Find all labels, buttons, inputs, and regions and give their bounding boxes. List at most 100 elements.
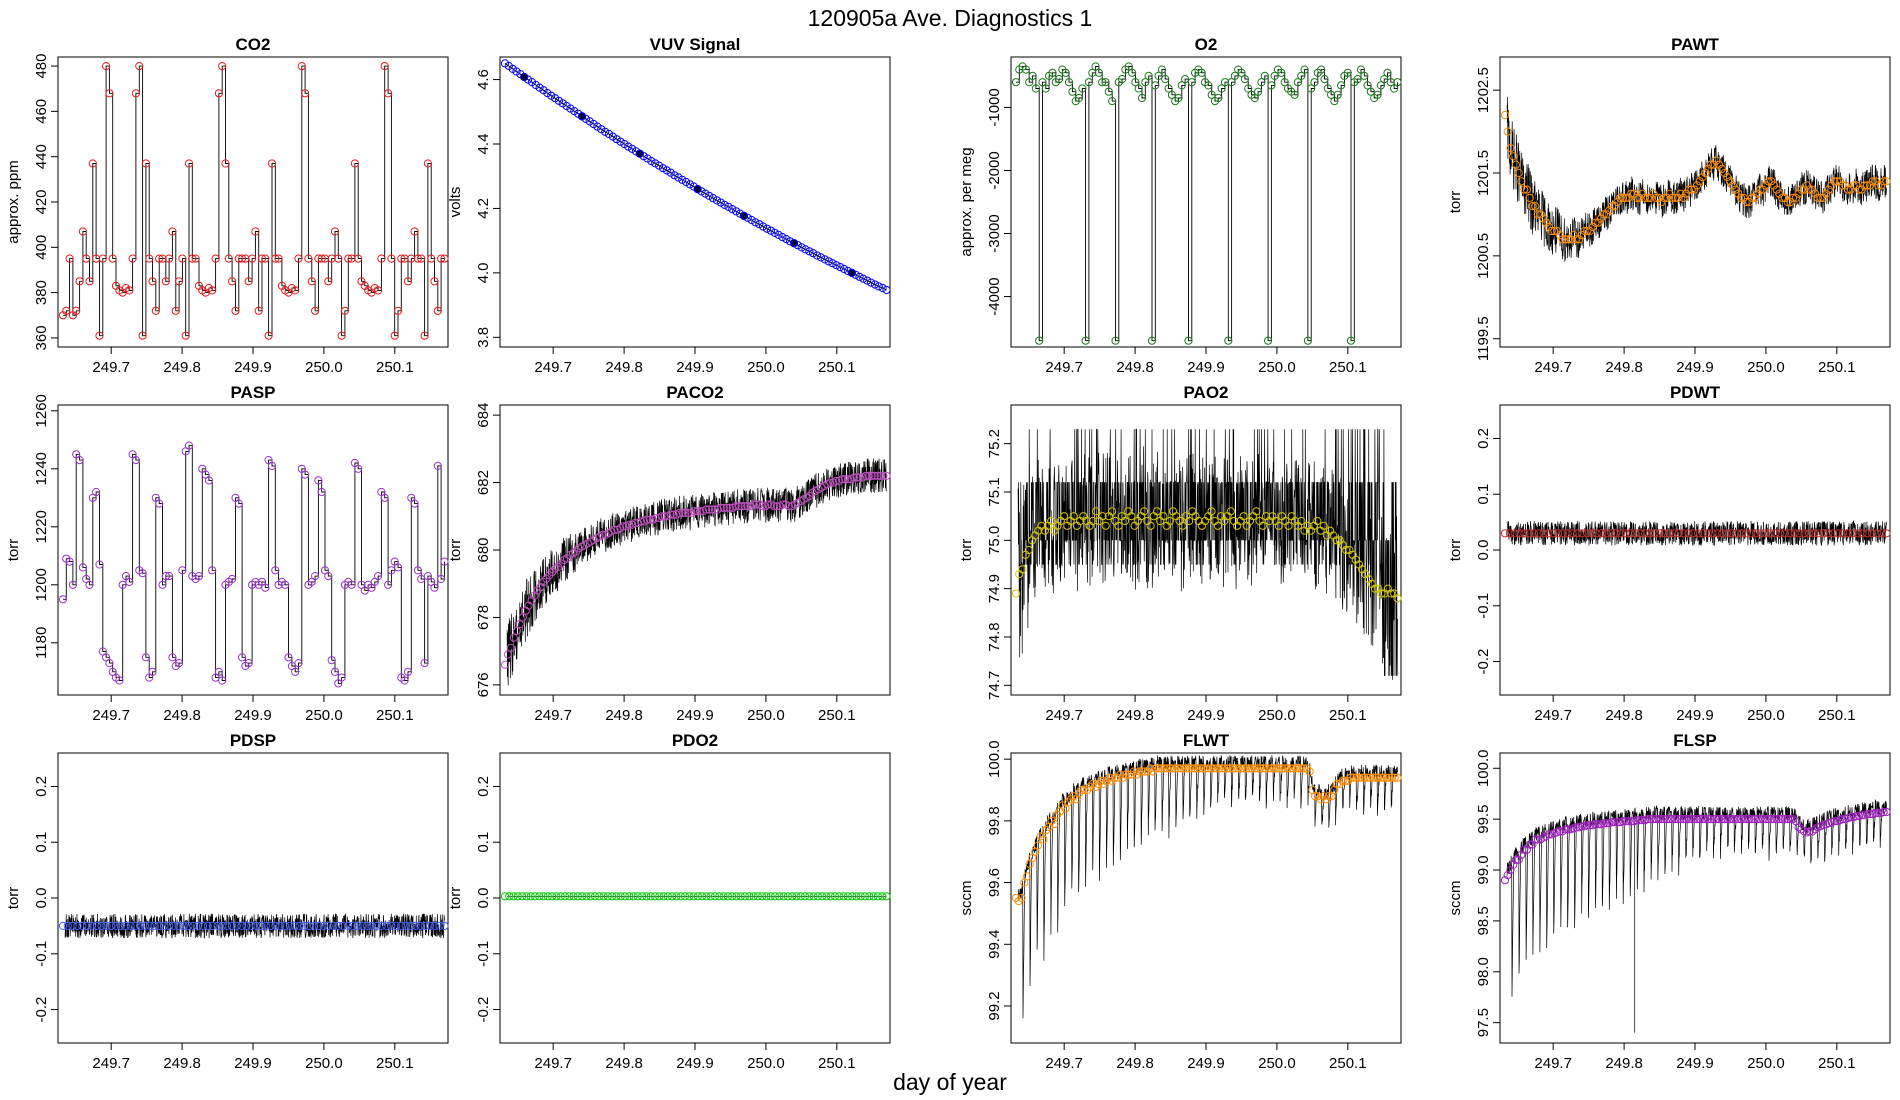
panel-title: FLSP [1673,731,1716,750]
data-point [1086,782,1095,792]
data-point [1333,90,1342,99]
x-tick-label: 250.1 [1818,707,1856,724]
data-point [1587,529,1597,538]
data-point [1834,529,1843,538]
data-point [1236,764,1246,773]
data-point [1613,818,1622,827]
data-point [329,921,338,931]
data-point [343,921,352,931]
chart-panel-pao2: PAO2 249.7 249.8 249.9 250.0 250.1 74.7 74.8 74.… [958,383,1402,724]
y-tick-label: 0.2 [33,776,50,797]
data-point [1879,807,1888,817]
data-point [702,505,711,514]
data-point [826,892,835,901]
data-point [736,892,745,901]
data-point [826,478,835,487]
data-point [1228,764,1237,773]
data-point [403,667,413,676]
data-point [184,441,194,450]
data-point [1805,185,1814,194]
y-tick-label: -4000 [986,277,1003,315]
data-point [603,892,612,901]
data-point [1277,68,1286,77]
data-point [1204,81,1213,90]
data-point [1376,773,1386,782]
data-point [1704,815,1713,824]
data-point [324,277,333,286]
data-point [882,892,891,901]
calibration-point [635,149,644,158]
data-point [430,921,439,931]
data-point [696,507,705,516]
raw-series [63,445,445,684]
data-point [1104,87,1113,96]
data-point [1621,193,1630,202]
data-point [1380,75,1389,84]
data-point [1629,189,1639,198]
data-point [300,921,309,931]
y-tick-label: 1202.5 [1475,67,1492,113]
y-tick-label: 0.0 [475,888,492,909]
data-point [1610,202,1619,211]
data-point [1860,181,1869,190]
data-point [1632,816,1641,825]
data-point [1687,815,1696,824]
data-point [1594,218,1603,227]
data-point [805,247,814,256]
data-point [1660,529,1669,538]
data-point [1694,529,1703,538]
data-point [1294,764,1303,773]
data-point [1657,815,1666,824]
data-point [274,254,283,263]
y-axis-label: sccm [958,881,975,916]
data-point [1720,815,1729,824]
data-point [1185,516,1194,526]
data-point [310,921,319,931]
data-point [1665,189,1674,198]
data-point [662,166,671,175]
data-point [158,580,167,589]
data-point [1509,860,1518,870]
data-point [1718,529,1727,538]
data-point [1525,529,1534,538]
y-tick-label: -0.1 [475,941,492,967]
data-point [762,224,772,233]
data-point [849,473,859,482]
x-tick-label: 250.1 [1818,359,1856,376]
data-point [411,921,420,931]
data-point [138,569,147,578]
data-point [1819,193,1828,202]
data-point [1756,529,1766,538]
data-point [1220,78,1230,87]
data-point [586,892,595,901]
data-point [1690,815,1699,824]
data-point [353,921,362,931]
data-point [1500,529,1510,538]
data-point [1528,840,1537,849]
data-point [560,892,570,901]
data-point [1626,529,1635,538]
data-point [1797,185,1806,194]
data-point [1550,226,1559,236]
data-point [427,254,436,263]
data-point [1753,815,1762,824]
data-point [1305,767,1314,776]
data-point [1184,764,1194,773]
y-tick-label: 684 [475,403,492,428]
data-point [1520,185,1529,194]
data-point [372,921,381,931]
data-point [377,921,386,931]
data-point [1618,817,1628,826]
data-point [1161,75,1170,84]
data-point [281,921,290,931]
data-point [1257,78,1266,87]
data-point [290,921,299,931]
data-point [800,892,810,901]
data-point [244,659,253,668]
data-point [433,461,442,470]
data-point [1157,764,1166,773]
data-point [758,502,767,511]
data-point [1591,820,1600,829]
data-point [297,62,306,71]
y-tick-label: 99.6 [986,868,1003,897]
